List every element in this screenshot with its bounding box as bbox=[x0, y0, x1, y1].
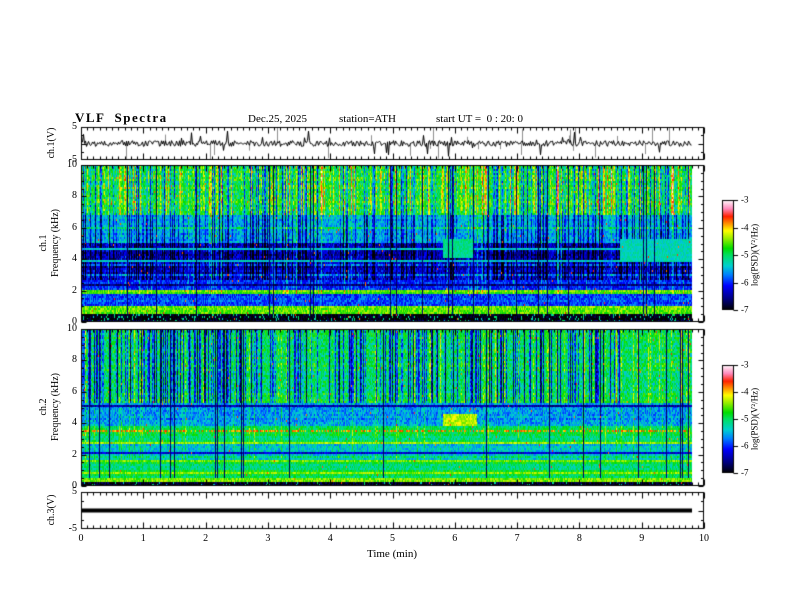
ch1-voltage-axis-label: ch.1(V) bbox=[46, 127, 57, 159]
x-tick-label: 5 bbox=[390, 533, 395, 544]
time-axis-label: Time (min) bbox=[366, 548, 418, 560]
y-tick-label: 4 bbox=[72, 253, 77, 265]
x-tick-label: 2 bbox=[203, 533, 209, 544]
date-label: Dec.25, 2025 bbox=[248, 113, 307, 125]
ch2-spec-channel-label: ch.2 bbox=[38, 398, 49, 416]
colorbar2-unit-label: log(PSD)(V²/Hz) bbox=[749, 387, 760, 451]
y-tick-label: 4 bbox=[72, 417, 77, 429]
y-tick-label: 8 bbox=[72, 354, 77, 366]
figure-title: VLF Spectra bbox=[75, 110, 168, 125]
y-tick-label: -5 bbox=[68, 154, 77, 165]
x-tick-label: 6 bbox=[452, 533, 458, 544]
ch3-voltage-axis-label: ch.3(V) bbox=[46, 494, 57, 526]
station-label: station=ATH bbox=[339, 113, 396, 125]
ch1-spec-channel-label: ch.1 bbox=[38, 234, 49, 252]
y-tick-label: 2 bbox=[72, 284, 77, 296]
x-tick-label: 0 bbox=[78, 533, 84, 544]
colorbar-tick-label: -6 bbox=[741, 277, 749, 287]
y-tick-label: 0 bbox=[72, 480, 77, 491]
y-tick-label: -5 bbox=[68, 523, 77, 534]
y-tick-label: 10 bbox=[67, 159, 77, 170]
y-tick-label: 10 bbox=[67, 323, 77, 334]
colorbar-tick-label: -4 bbox=[741, 386, 749, 397]
ch1-spec-frequency-axis-label: Frequency (kHz) bbox=[50, 208, 61, 278]
y-tick-label: 6 bbox=[72, 385, 77, 397]
x-tick-label: 3 bbox=[265, 533, 271, 544]
colorbar-tick-label: -5 bbox=[741, 413, 749, 424]
y-tick-label: 5 bbox=[72, 486, 77, 497]
colorbar-tick-label: -3 bbox=[741, 194, 749, 205]
colorbar-tick-label: -6 bbox=[741, 440, 749, 451]
colorbar-tick-label: -5 bbox=[741, 249, 749, 260]
colorbar-tick-label: -7 bbox=[741, 467, 749, 478]
x-tick-label: 8 bbox=[576, 533, 582, 544]
y-tick-label: 6 bbox=[72, 221, 77, 233]
x-tick-label: 7 bbox=[514, 533, 520, 544]
y-tick-label: 8 bbox=[72, 190, 77, 202]
y-tick-label: 0 bbox=[72, 316, 77, 327]
colorbar-tick-label: -7 bbox=[741, 304, 749, 315]
y-tick-label: 2 bbox=[72, 448, 77, 460]
x-tick-label: 9 bbox=[639, 533, 645, 544]
x-tick-label: 4 bbox=[327, 533, 333, 544]
x-tick-label: 1 bbox=[140, 533, 146, 544]
ch2-spec-frequency-axis-label: Frequency (kHz) bbox=[50, 372, 61, 442]
start-ut-label: start UT = 0 : 20: 0 bbox=[436, 113, 523, 125]
colorbar1-unit-label: log(PSD)(V²/Hz) bbox=[749, 223, 760, 287]
colorbar-tick-label: -4 bbox=[741, 222, 749, 232]
y-tick-label: 5 bbox=[72, 121, 77, 132]
colorbar-tick-label: -3 bbox=[741, 359, 749, 370]
x-tick-label: 10 bbox=[699, 533, 709, 544]
